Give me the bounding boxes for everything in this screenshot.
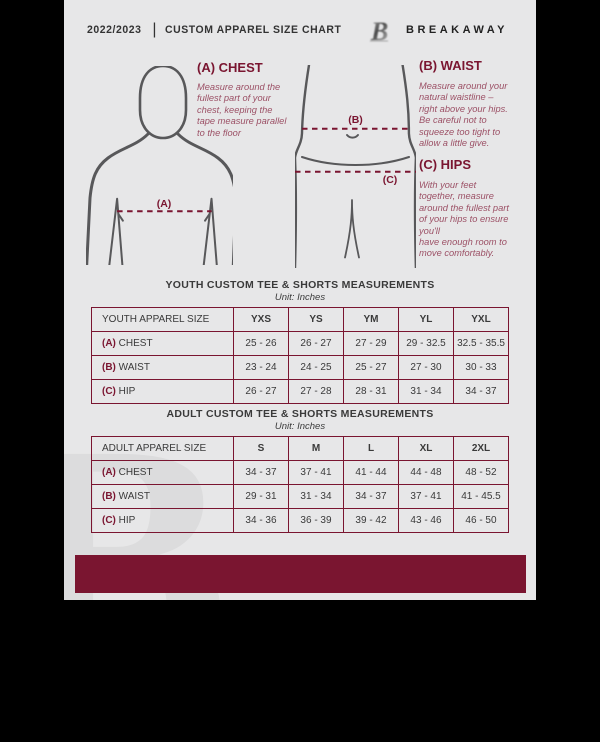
svg-text:(A): (A) [157,198,172,210]
svg-text:(C): (C) [383,174,398,186]
svg-text:B: B [370,17,388,46]
svg-text:(B): (B) [348,114,363,126]
